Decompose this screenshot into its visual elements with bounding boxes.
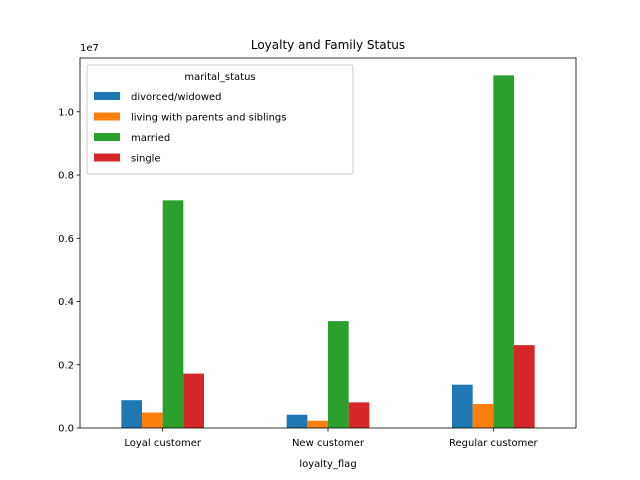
legend-label: divorced/widowed [131,92,222,103]
bar [493,75,514,428]
y-axis: 0.0 0.2 0.4 0.6 0.8 1.0 [58,107,80,435]
x-axis-label: loyalty_flag [299,459,356,470]
legend-swatch [94,112,120,121]
legend-swatch [94,153,120,162]
chart-title: Loyalty and Family Status [251,38,405,52]
bar [514,345,535,428]
bar [183,373,204,428]
y-tick-label: 0.6 [58,234,74,245]
x-tick-label: Regular customer [449,438,539,449]
legend-box [86,64,354,175]
legend-title: marital_status [184,72,255,83]
x-axis: Loyal customer New customer Regular custom… [124,428,539,449]
bars-group [121,75,535,428]
y-tick-label: 0.4 [58,297,74,308]
bar [328,321,349,428]
y-axis-offset-label: 1e7 [80,43,99,54]
bar [472,403,494,428]
x-tick-label: Loyal customer [124,438,201,449]
y-tick-label: 0.2 [58,360,74,371]
bar [286,414,308,428]
bar [452,384,473,428]
bar [142,412,163,428]
y-tick-label: 0.0 [58,424,74,435]
plot-frame [79,57,577,429]
legend-label: single [131,154,161,165]
x-tick-label: New customer [292,438,365,449]
legend: marital_status divorced/widowed living wit… [86,64,354,175]
bar [348,402,370,428]
legend-swatch [94,92,120,100]
bar [307,420,328,428]
bar [162,200,184,428]
legend-swatch [94,133,120,141]
bar [121,400,142,428]
legend-label: married [131,133,170,144]
y-tick-label: 0.8 [58,171,74,182]
legend-label: living with parents and siblings [131,113,286,124]
y-tick-label: 1.0 [58,107,74,118]
